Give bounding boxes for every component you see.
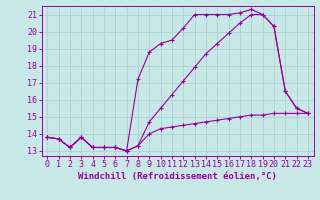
X-axis label: Windchill (Refroidissement éolien,°C): Windchill (Refroidissement éolien,°C) [78, 172, 277, 181]
